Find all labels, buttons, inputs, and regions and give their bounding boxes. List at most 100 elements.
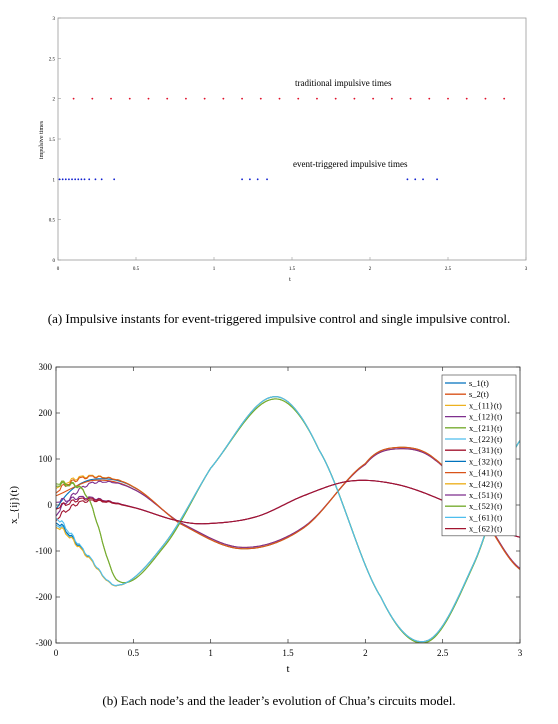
event-triggered-impulse-point [414, 178, 417, 181]
impulsive-times-chart: 0 0.5 1 1.5 2 2.5 3 0 0.5 1 1.5 2 2.5 3 traditional i… [39, 17, 528, 283]
traditional-impulse-point [241, 97, 243, 100]
event-triggered-impulse-point [113, 178, 116, 181]
traditional-impulse-point [166, 97, 169, 100]
y-tick-label-a: 0.5 [49, 219, 56, 224]
legend-label: x_{31}(t) [469, 445, 502, 455]
event-triggered-impulse-point [436, 178, 438, 181]
legend-label: x_{52}(t) [469, 501, 502, 511]
traditional-impulse-point [316, 97, 318, 100]
traditional-impulse-point [334, 97, 337, 100]
legend-label: s_2(t) [469, 389, 489, 399]
event-triggered-impulse-point [61, 178, 64, 181]
legend-label: x_{11}(t) [469, 400, 502, 410]
traditional-impulse-point [128, 97, 131, 100]
impulse-markers [58, 97, 506, 181]
event-triggered-impulse-point [71, 178, 73, 181]
x-tick-label-a: 0 [57, 267, 60, 272]
legend-label: x_{32}(t) [469, 456, 502, 466]
x-tick-label-a: 2 [369, 267, 372, 272]
event-triggered-impulse-point [88, 178, 91, 181]
x-tick-label-b: 0 [54, 648, 59, 658]
y-tick-label-b: -200 [36, 592, 53, 602]
annotation-traditional: traditional impulsive times [295, 78, 392, 88]
x-tick-label-a: 1 [213, 267, 216, 272]
event-triggered-impulse-point [256, 178, 259, 181]
legend-box [441, 374, 517, 537]
event-triggered-impulse-point [241, 178, 243, 181]
x-tick-label-b: 2 [363, 648, 368, 658]
traditional-impulse-point [185, 97, 187, 100]
y-tick-label-a: 3 [53, 17, 56, 22]
event-triggered-impulse-point [74, 178, 77, 181]
legend-label: s_1(t) [469, 378, 489, 388]
x-tick-label-a: 3 [525, 267, 528, 272]
legend-label: x_{62}(t) [469, 524, 502, 534]
y-tick-label-a: 2 [53, 98, 56, 103]
traditional-impulse-point [222, 97, 225, 100]
legend-label: x_{61}(t) [469, 512, 502, 522]
event-triggered-impulse-point [83, 178, 86, 181]
series-line-11 [56, 398, 520, 643]
traditional-impulse-point [447, 97, 449, 100]
y-tick-label-a: 1.5 [49, 138, 56, 143]
y-tick-label-b: 100 [39, 454, 53, 464]
event-triggered-impulse-point [100, 178, 103, 181]
y-axis-label-b: x_{ij}(t) [8, 486, 20, 524]
traditional-impulse-point [203, 97, 206, 100]
traditional-impulse-point [372, 97, 375, 100]
event-triggered-impulse-point [422, 178, 424, 181]
axis-ticks-a: 0 0.5 1 1.5 2 2.5 3 0 0.5 1 1.5 2 2.5 3 [49, 17, 528, 272]
traditional-impulse-point [259, 97, 262, 100]
y-tick-label-b: 300 [39, 362, 53, 372]
traditional-impulse-point [72, 97, 75, 100]
legend: s_1(t)s_2(t)x_{11}(t) x_{12}(t)x_{21}(t)x… [441, 374, 517, 537]
event-triggered-impulse-point [64, 178, 67, 181]
series-line-12 [56, 396, 520, 643]
y-tick-label-b: 200 [39, 408, 53, 418]
x-axis-label-b: t [286, 663, 289, 675]
traditional-impulse-point [428, 97, 431, 100]
plot-frame-a [57, 17, 527, 261]
x-tick-label-a: 0.5 [133, 267, 140, 272]
legend-label: x_{42}(t) [469, 479, 502, 489]
event-triggered-impulse-point [80, 178, 83, 181]
legend-label: x_{12}(t) [469, 412, 502, 422]
y-tick-label-a: 0 [53, 259, 56, 264]
event-triggered-impulse-point [58, 178, 61, 181]
traditional-impulse-point [110, 97, 112, 100]
event-triggered-impulse-point [94, 178, 97, 181]
x-tick-label-b: 0.5 [128, 648, 140, 658]
traditional-impulse-point [353, 97, 356, 100]
event-triggered-impulse-point [266, 178, 268, 181]
traditional-impulse-point [390, 97, 393, 100]
traditional-impulse-point [484, 97, 487, 100]
x-tick-label-b: 3 [518, 648, 523, 658]
y-tick-label-a: 2.5 [49, 57, 56, 62]
chua-evolution-chart: 0 0.5 1 1.5 2 2.5 3 -300 -200 -100 0 100 200 300 s_1(… [8, 362, 523, 675]
caption-a: (a) Impulsive instants for event-trigger… [47, 311, 511, 326]
x-tick-label-b: 1.5 [282, 648, 294, 658]
y-tick-label-b: -100 [36, 546, 53, 556]
x-tick-label-a: 2.5 [445, 267, 452, 272]
y-axis-label-a: impulsive times [39, 120, 45, 159]
legend-label: x_{21}(t) [469, 423, 502, 433]
traditional-impulse-point [278, 97, 281, 100]
x-tick-label-b: 2.5 [437, 648, 449, 658]
legend-label: x_{41}(t) [469, 468, 502, 478]
y-tick-label-b: -300 [36, 638, 53, 648]
traditional-impulse-point [409, 97, 412, 100]
traditional-impulse-point [297, 97, 300, 100]
traditional-impulse-point [147, 97, 150, 100]
x-axis-label-a: t [289, 277, 291, 283]
x-tick-label-a: 1.5 [289, 267, 296, 272]
legend-label: x_{51}(t) [469, 490, 502, 500]
traditional-impulse-point [465, 97, 468, 100]
traditional-impulse-point [91, 97, 94, 100]
y-tick-label-b: 0 [48, 500, 53, 510]
caption-b: (b) Each node’s and the leader’s evoluti… [102, 693, 456, 708]
legend-label: x_{22}(t) [469, 434, 502, 444]
event-triggered-impulse-point [68, 178, 70, 181]
traditional-impulse-point [503, 97, 506, 100]
annotation-event-triggered: event-triggered impulsive times [293, 159, 408, 169]
event-triggered-impulse-point [248, 178, 251, 181]
